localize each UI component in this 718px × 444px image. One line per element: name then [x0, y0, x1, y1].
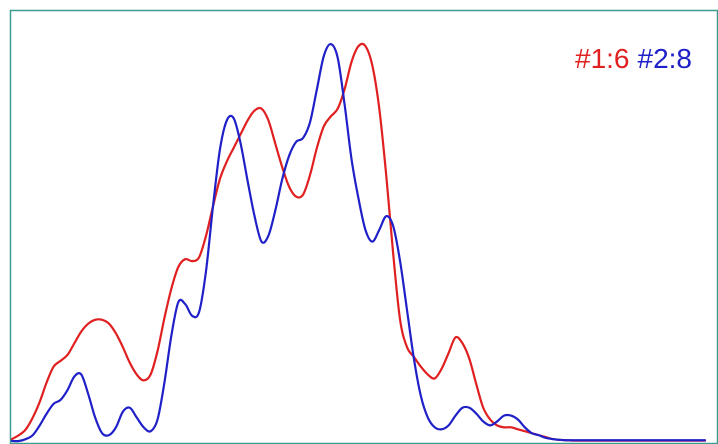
legend-entry-series-2: #2:8 — [637, 43, 693, 74]
series-line-2 — [10, 43, 707, 443]
legend: #1:6 #2:8 — [567, 44, 692, 74]
legend-entry-series-1: #1:6 — [575, 43, 630, 74]
series-layer — [10, 42, 707, 443]
